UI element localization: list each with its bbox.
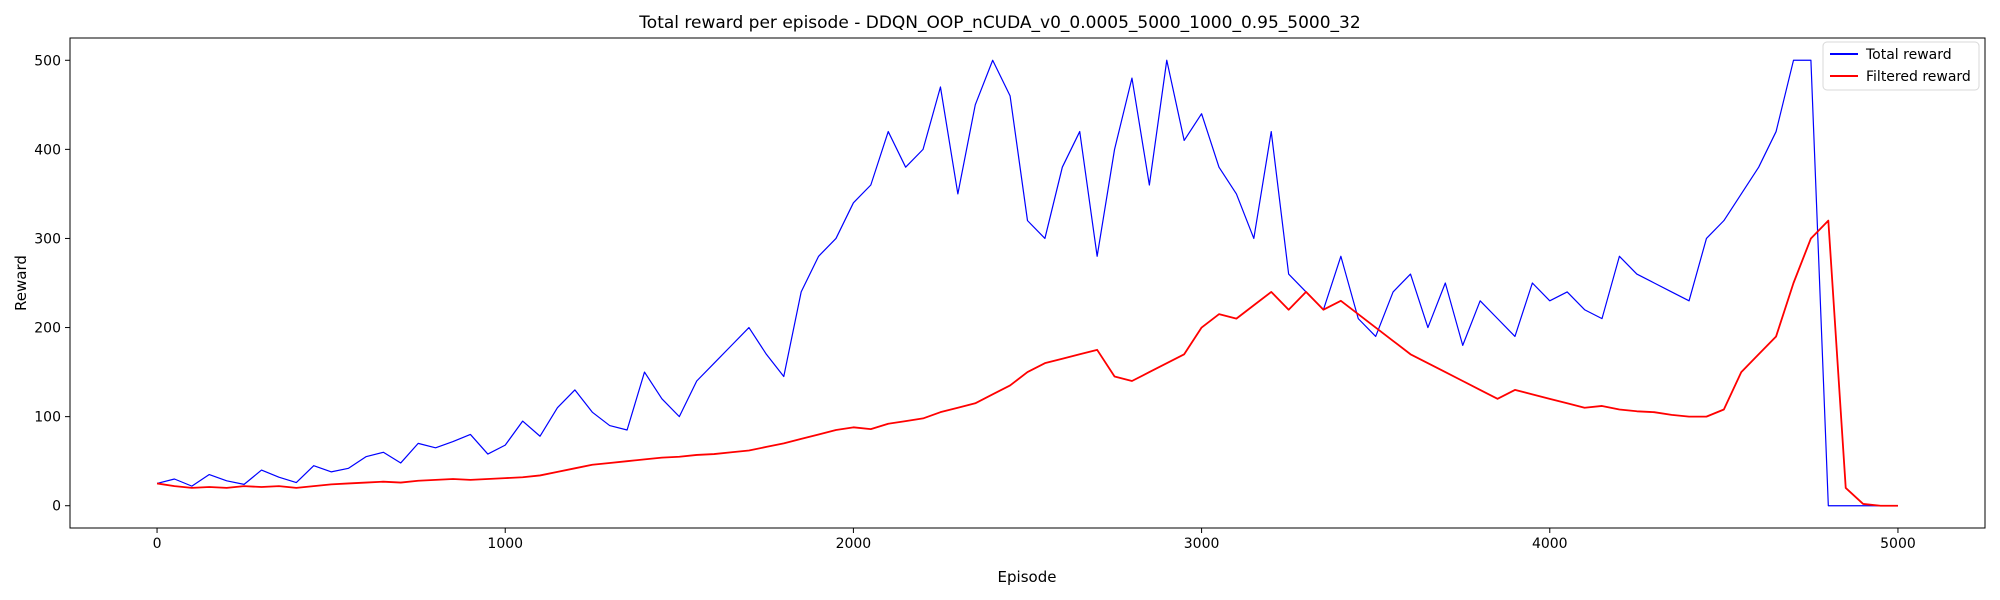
x-tick-label: 5000 xyxy=(1880,536,1916,552)
legend-label-total-reward: Total reward xyxy=(1865,47,1952,63)
series-line-filtered-reward xyxy=(156,219,1898,507)
y-tick-label: 400 xyxy=(34,142,61,158)
x-axis-label: Episode xyxy=(998,568,1057,586)
legend-label-filtered-reward: Filtered reward xyxy=(1866,69,1971,85)
y-tick-label: 500 xyxy=(34,53,61,69)
x-tick-label: 1000 xyxy=(487,536,523,552)
x-tick-label: 2000 xyxy=(836,536,872,552)
x-tick-label: 3000 xyxy=(1184,536,1220,552)
y-tick-label: 100 xyxy=(34,410,61,426)
y-tick-label: 300 xyxy=(34,231,61,247)
legend-box xyxy=(1822,41,1980,91)
y-tick-label: 200 xyxy=(34,321,61,337)
x-tick-label: 0 xyxy=(153,536,162,552)
plot-area xyxy=(69,37,1986,529)
legend: Total reward Filtered reward xyxy=(1822,41,1980,91)
x-tick-label: 4000 xyxy=(1532,536,1568,552)
chart-title: Total reward per episode - DDQN_OOP_nCUD… xyxy=(638,13,1360,33)
series-layer xyxy=(156,59,1898,507)
series-line-total-reward xyxy=(156,59,1898,507)
y-axis-label: Reward xyxy=(12,255,30,311)
axes-layer: 0 1000 2000 3000 4000 5000 0 100 200 300 400 500 xyxy=(34,53,1916,552)
y-tick-label: 0 xyxy=(52,499,61,515)
